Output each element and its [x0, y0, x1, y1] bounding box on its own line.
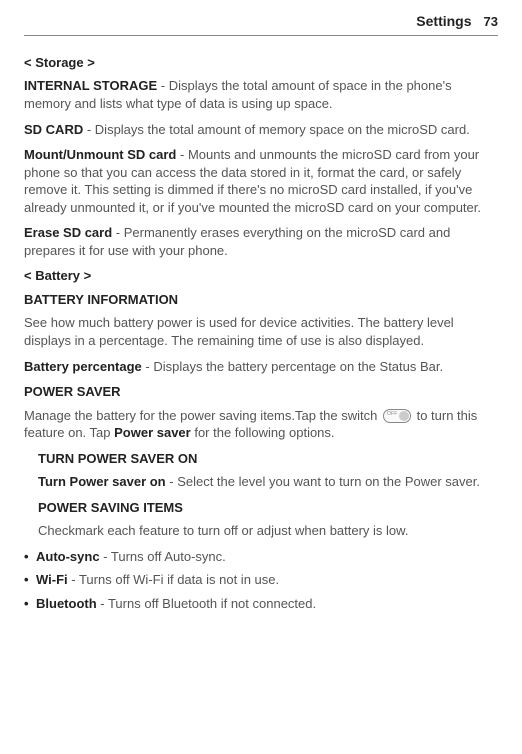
- power-saver-text-post2: for the following options.: [191, 425, 335, 440]
- erase-sd-lead: Erase SD card: [24, 225, 112, 240]
- power-saver-text-pre: Manage the battery for the power saving …: [24, 408, 381, 423]
- bullet-auto-sync-lead: Auto-sync: [36, 549, 100, 564]
- power-saver-heading: POWER SAVER: [24, 383, 498, 401]
- bullet-dot-icon: •: [24, 571, 36, 589]
- battery-percentage-lead: Battery percentage: [24, 359, 142, 374]
- turn-power-saver-on-body: - Select the level you want to turn on t…: [166, 474, 480, 489]
- power-saving-items-heading: POWER SAVING ITEMS: [38, 499, 498, 517]
- battery-section-tag: < Battery >: [24, 267, 498, 285]
- power-saver-bold: Power saver: [114, 425, 191, 440]
- power-saver-paragraph: Manage the battery for the power saving …: [24, 407, 498, 442]
- sd-card-lead: SD CARD: [24, 122, 83, 137]
- battery-info-heading: BATTERY INFORMATION: [24, 291, 498, 309]
- battery-percentage-body: - Displays the battery percentage on the…: [142, 359, 443, 374]
- turn-power-saver-on-entry: Turn Power saver on - Select the level y…: [38, 473, 498, 491]
- sd-card-entry: SD CARD - Displays the total amount of m…: [24, 121, 498, 139]
- toggle-switch-icon: OFF: [383, 409, 411, 423]
- page-header: Settings 73: [24, 12, 498, 36]
- switch-off-label: OFF: [387, 411, 398, 418]
- erase-sd-entry: Erase SD card - Permanently erases every…: [24, 224, 498, 259]
- bullet-auto-sync-body: - Turns off Auto-sync.: [100, 549, 226, 564]
- sd-card-body: - Displays the total amount of memory sp…: [83, 122, 470, 137]
- bullet-auto-sync: • Auto-sync - Turns off Auto-sync.: [24, 548, 498, 566]
- bullet-bluetooth: • Bluetooth - Turns off Bluetooth if not…: [24, 595, 498, 613]
- mount-sd-lead: Mount/Unmount SD card: [24, 147, 176, 162]
- header-title: Settings: [416, 12, 471, 31]
- internal-storage-entry: INTERNAL STORAGE - Displays the total am…: [24, 77, 498, 112]
- bullet-dot-icon: •: [24, 548, 36, 566]
- bullet-bluetooth-body: - Turns off Bluetooth if not connected.: [97, 596, 316, 611]
- mount-sd-entry: Mount/Unmount SD card - Mounts and unmou…: [24, 146, 498, 216]
- bullet-dot-icon: •: [24, 595, 36, 613]
- power-saving-items-paragraph: Checkmark each feature to turn off or ad…: [38, 522, 498, 540]
- internal-storage-lead: INTERNAL STORAGE: [24, 78, 157, 93]
- battery-info-paragraph: See how much battery power is used for d…: [24, 314, 498, 349]
- battery-percentage-entry: Battery percentage - Displays the batter…: [24, 358, 498, 376]
- bullet-wifi-body: - Turns off Wi-Fi if data is not in use.: [68, 572, 279, 587]
- bullet-wifi: • Wi-Fi - Turns off Wi-Fi if data is not…: [24, 571, 498, 589]
- page-number: 73: [484, 13, 498, 31]
- turn-power-saver-on-lead: Turn Power saver on: [38, 474, 166, 489]
- turn-power-saver-on-heading: TURN POWER SAVER ON: [38, 450, 498, 468]
- storage-section-tag: < Storage >: [24, 54, 498, 72]
- bullet-bluetooth-lead: Bluetooth: [36, 596, 97, 611]
- bullet-wifi-lead: Wi-Fi: [36, 572, 68, 587]
